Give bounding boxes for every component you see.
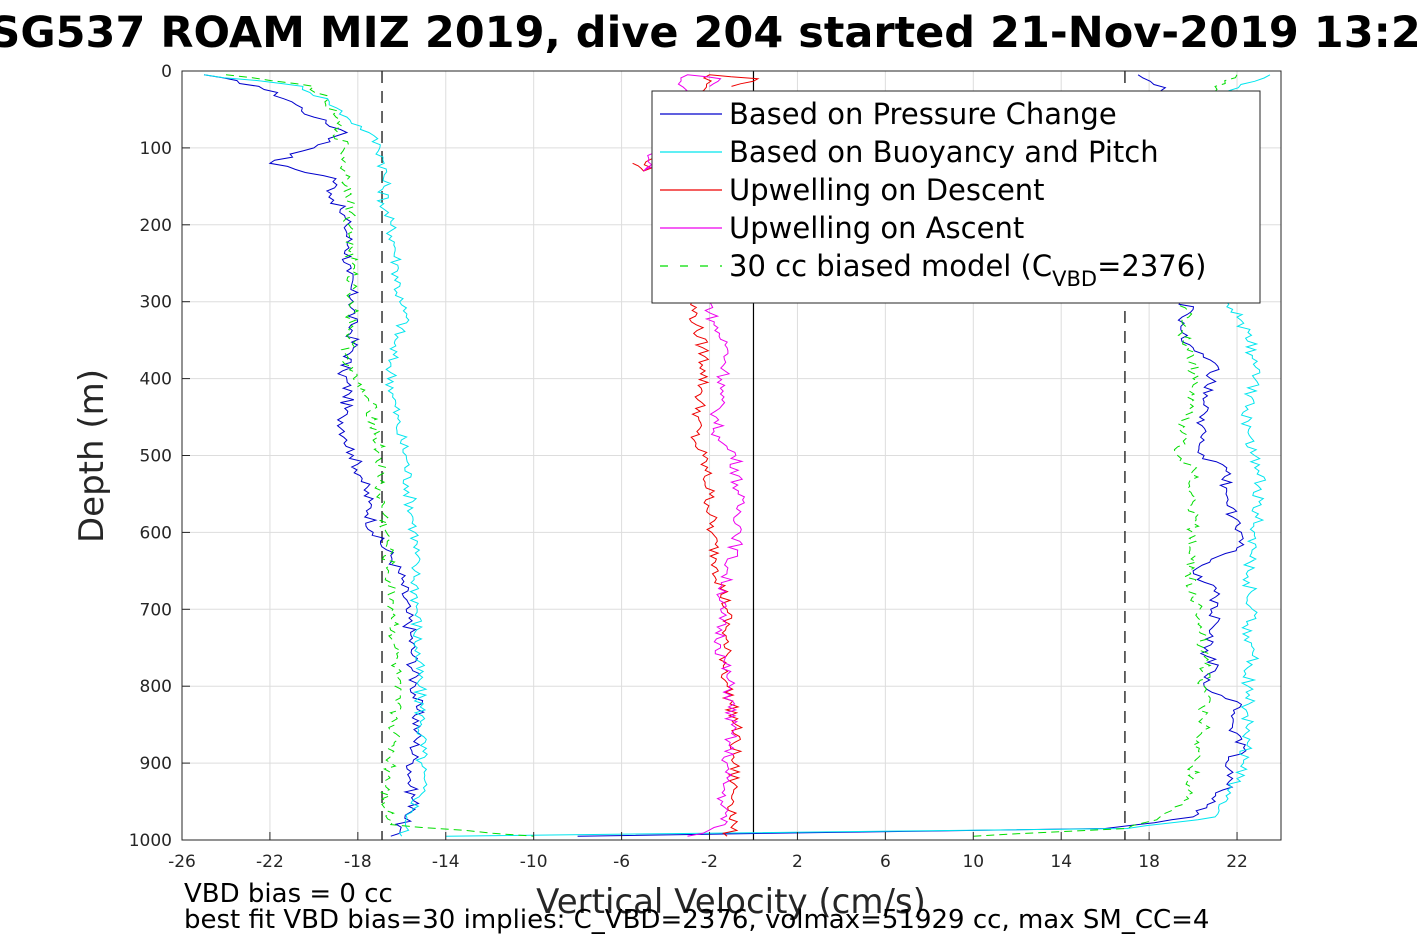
y-tick-label: 800 xyxy=(140,677,172,697)
y-tick-label: 900 xyxy=(140,754,172,774)
legend-label: Upwelling on Descent xyxy=(729,173,1045,207)
series-line xyxy=(688,301,744,837)
y-tick-label: 700 xyxy=(140,600,172,620)
y-tick-label: 300 xyxy=(140,293,172,313)
footnote-best-fit: best fit VBD bias=30 implies: C_VBD=2376… xyxy=(184,905,1209,935)
x-axis-label: Vertical Velocity (cm/s) xyxy=(536,882,926,922)
legend-box xyxy=(651,90,1261,304)
x-tick-label: -26 xyxy=(168,852,196,872)
y-axis-ticks: 0 100 200 300 400 500 600 700 800 900 1000 xyxy=(129,62,190,851)
x-tick-label: 2 xyxy=(792,852,803,872)
x-tick-label: -6 xyxy=(613,852,630,872)
y-tick-label: 200 xyxy=(140,216,172,236)
x-tick-label: 6 xyxy=(880,852,891,872)
y-tick-label: 0 xyxy=(161,62,172,82)
x-axis-ticks: -26 -22 -18 -14 -10 -6 -2 2 6 10 14 18 22 xyxy=(168,832,1248,872)
x-tick-label: 10 xyxy=(962,852,984,872)
x-tick-label: -22 xyxy=(256,852,284,872)
y-axis-label: Depth (m) xyxy=(72,369,112,543)
legend-subscript: VBD xyxy=(1052,267,1097,291)
legend-label: Based on Pressure Change xyxy=(729,97,1117,131)
legend-label: Based on Buoyancy and Pitch xyxy=(729,135,1159,169)
series-line xyxy=(225,74,534,837)
series-line xyxy=(203,74,428,837)
y-tick-label: 400 xyxy=(140,370,172,390)
x-tick-label: -18 xyxy=(344,852,372,872)
chart-title: SG537 ROAM MIZ 2019, dive 204 started 21… xyxy=(0,8,1417,58)
x-tick-label: 18 xyxy=(1138,852,1160,872)
legend-label: Upwelling on Ascent xyxy=(729,211,1024,245)
x-tick-label: -10 xyxy=(520,852,548,872)
legend: Based on Pressure Change Based on Buoyanc… xyxy=(651,90,1261,304)
footnote-vbd-bias: VBD bias = 0 cc xyxy=(184,879,393,909)
x-tick-label: 14 xyxy=(1050,852,1072,872)
x-tick-label: -14 xyxy=(432,852,460,872)
series-line xyxy=(687,301,746,837)
y-tick-label: 600 xyxy=(140,523,172,543)
legend-label-rest: =2376) xyxy=(1097,249,1206,283)
series-line xyxy=(203,74,425,837)
y-tick-label: 500 xyxy=(140,447,172,467)
y-tick-label: 100 xyxy=(140,139,172,159)
y-tick-label: 1000 xyxy=(129,831,172,851)
x-tick-label: 22 xyxy=(1226,852,1248,872)
x-tick-label: -2 xyxy=(701,852,718,872)
